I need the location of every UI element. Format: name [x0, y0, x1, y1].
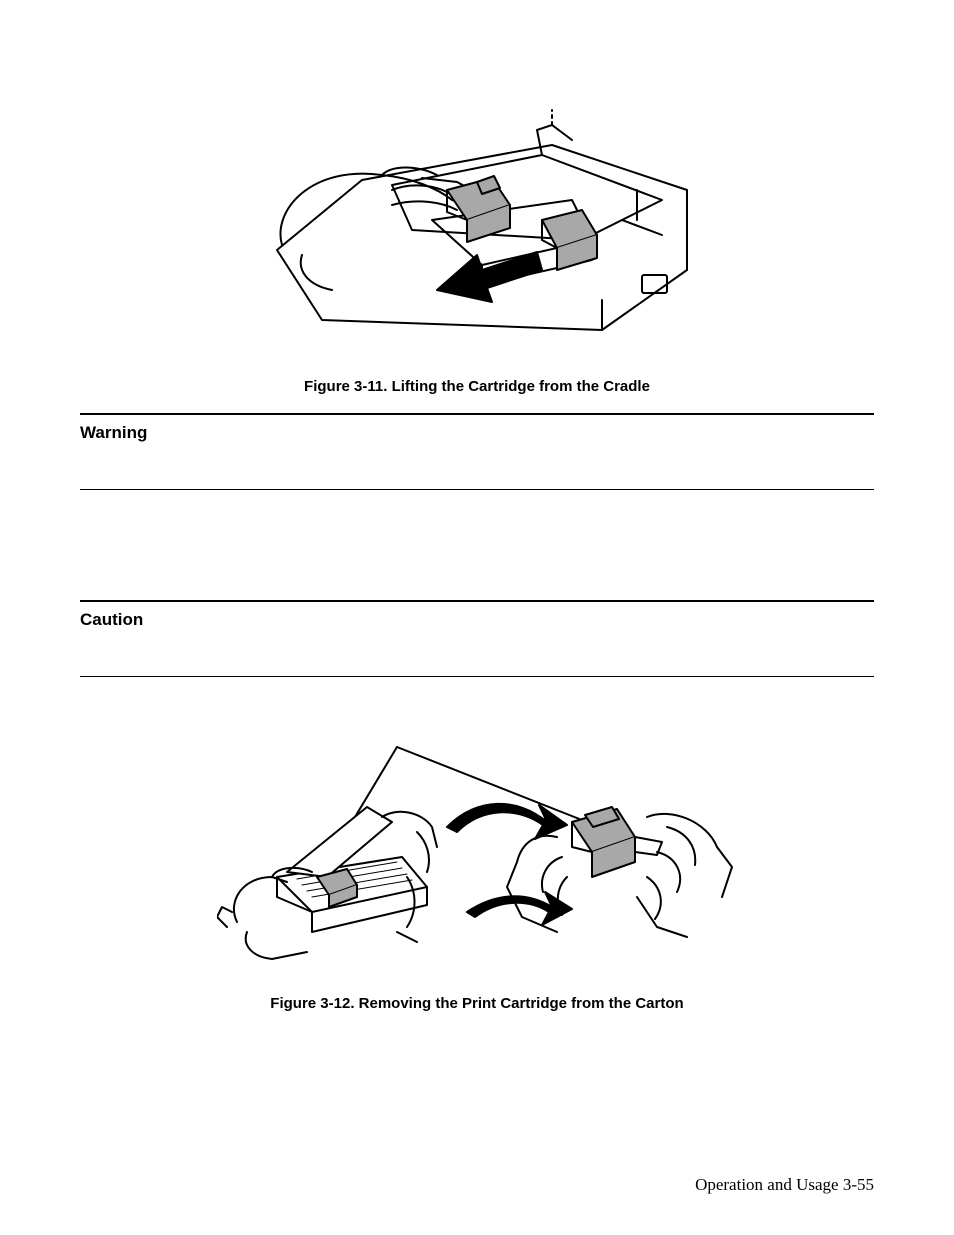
caution-rule-top: [80, 600, 874, 602]
warning-heading-gap: [80, 451, 874, 489]
figure-3-11-caption: Figure 3-11. Lifting the Cartridge from …: [80, 378, 874, 395]
page-footer: Operation and Usage 3-55: [695, 1175, 874, 1195]
caution-body-gap: [80, 677, 874, 727]
caution-heading-gap: [80, 638, 874, 676]
page: Figure 3-11. Lifting the Cartridge from …: [0, 0, 954, 1235]
warning-rule-top: [80, 413, 874, 415]
figure-3-12-illustration: [217, 727, 737, 977]
caution-label: Caution: [80, 610, 874, 630]
warning-body-gap: [80, 490, 874, 600]
warning-label: Warning: [80, 423, 874, 443]
figure-3-11-illustration: [242, 70, 712, 360]
figure-3-12-caption: Figure 3-12. Removing the Print Cartridg…: [80, 995, 874, 1012]
